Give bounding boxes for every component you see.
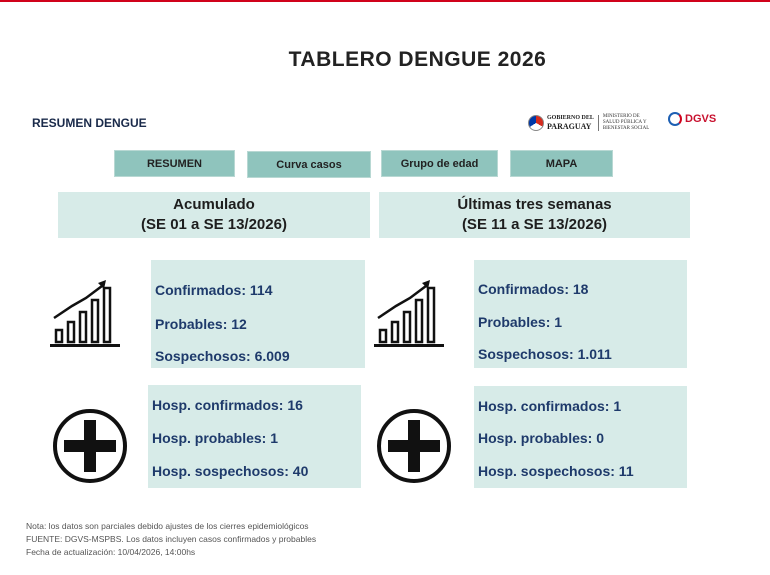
page-title: TABLERO DENGUE 2026	[288, 48, 547, 71]
footer-updated: Fecha de actualización: 10/04/2026, 14:0…	[26, 547, 196, 557]
ultimas-hosp-sospechosos: Hosp. sospechosos: 11	[478, 463, 634, 479]
acumulado-sospechosos: Sospechosos: 6.009	[155, 348, 290, 364]
gobierno-paraguay-logo: GOBIERNO DEL PARAGUAY MINISTERIO DE SALU…	[528, 114, 649, 132]
ultimas-range: (SE 11 a SE 13/2026)	[461, 216, 608, 233]
acumulado-probables: Probables: 12	[155, 316, 247, 332]
ministry-line3: BIENESTAR SOCIAL	[602, 126, 650, 131]
curva-casos-button[interactable]: Curva casos	[247, 151, 371, 178]
mapa-button[interactable]: MAPA	[510, 150, 613, 177]
acumulado-range: (SE 01 a SE 13/2026)	[141, 216, 287, 233]
gov-line1: GOBIERNO DEL	[547, 115, 594, 121]
ultimas-hosp-probables: Hosp. probables: 0	[478, 430, 605, 446]
top-accent-rule	[0, 0, 770, 2]
acumulado-heading: Acumulado	[173, 196, 255, 213]
dgvs-text: DGVS	[685, 112, 717, 125]
ultimas-heading: Últimas tres semanas	[457, 196, 612, 213]
ultimas-cases-panel: Confirmados: 18 Probables: 1 Sospechosos…	[474, 260, 687, 368]
ultimas-header: Últimas tres semanas (SE 11 a SE 13/2026…	[379, 192, 690, 238]
acumulado-hosp-sospechosos: Hosp. sospechosos: 40	[152, 463, 309, 479]
ultimas-sospechosos: Sospechosos: 1.011	[478, 346, 612, 362]
footer-notes: Nota: los datos son parciales debido aju…	[26, 520, 316, 559]
acumulado-cases-panel: Confirmados: 114 Probables: 12 Sospechos…	[151, 260, 365, 368]
ministry-line2: SALUD PÚBLICA Y	[602, 120, 647, 125]
ministry-line1: MINISTERIO DE	[602, 114, 640, 119]
bar-chart-trend-up-icon	[374, 280, 444, 347]
plus-circle-icon	[53, 409, 127, 483]
acumulado-confirmados: Confirmados: 114	[155, 282, 273, 298]
grupo-edad-button[interactable]: Grupo de edad	[381, 150, 498, 177]
dgvs-logo: DGVS	[668, 112, 716, 126]
acumulado-hosp-panel: Hosp. confirmados: 16 Hosp. probables: 1…	[148, 385, 361, 488]
acumulado-hosp-confirmados: Hosp. confirmados: 16	[152, 397, 303, 413]
logo-divider	[597, 115, 599, 131]
acumulado-hosp-probables: Hosp. probables: 1	[152, 430, 279, 446]
institution-logos: GOBIERNO DEL PARAGUAY MINISTERIO DE SALU…	[528, 112, 718, 134]
gov-line2: PARAGUAY	[547, 122, 592, 131]
bar-chart-trend-up-icon	[50, 280, 120, 347]
ultimas-probables: Probables: 1	[478, 314, 563, 330]
acumulado-header: Acumulado (SE 01 a SE 13/2026)	[58, 192, 370, 238]
plus-circle-icon	[377, 409, 451, 483]
section-title: RESUMEN DENGUE	[32, 116, 147, 130]
footer-note: Nota: los datos son parciales debido aju…	[26, 521, 309, 531]
ultimas-hosp-confirmados: Hosp. confirmados: 1	[478, 398, 622, 414]
ultimas-hosp-panel: Hosp. confirmados: 1 Hosp. probables: 0 …	[474, 386, 687, 488]
ultimas-confirmados: Confirmados: 18	[478, 281, 589, 297]
paraguay-seal-icon	[528, 115, 544, 131]
globe-icon	[668, 112, 682, 126]
footer-source: FUENTE: DGVS-MSPBS. Los datos incluyen c…	[26, 534, 317, 544]
resumen-button[interactable]: RESUMEN	[114, 150, 235, 177]
